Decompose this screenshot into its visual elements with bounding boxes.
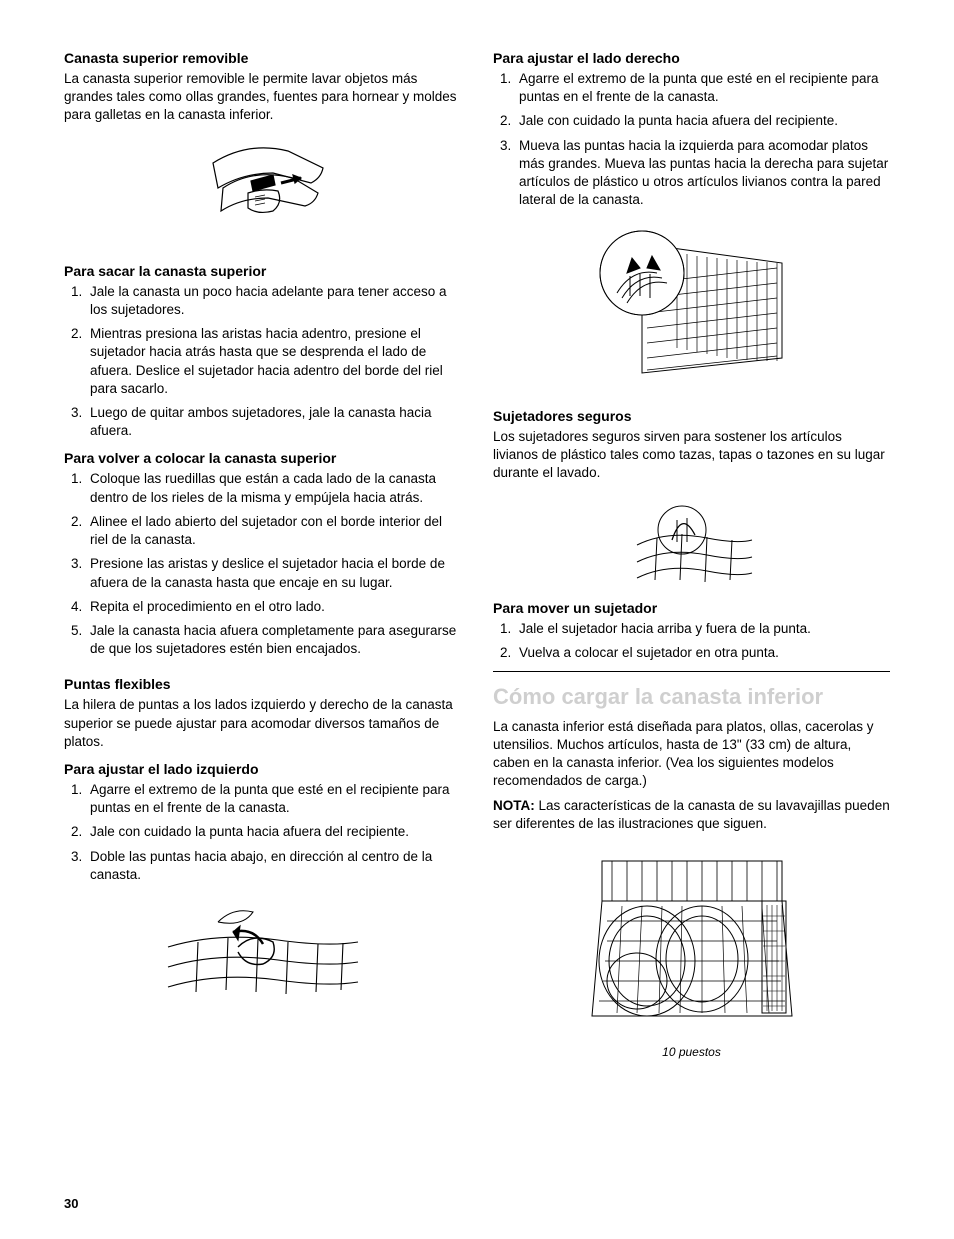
list-izquierdo: Agarre el extremo de la punta que esté e… bbox=[64, 781, 461, 884]
list-item: Doble las puntas hacia abajo, en direcci… bbox=[86, 848, 461, 884]
heading-izquierdo: Para ajustar el lado izquierdo bbox=[64, 761, 461, 777]
list-item: Luego de quitar ambos sujetadores, jale … bbox=[86, 404, 461, 440]
figure-rack-detail bbox=[493, 218, 890, 398]
list-item: Mientras presiona las aristas hacia aden… bbox=[86, 325, 461, 398]
list-sacar: Jale la canasta un poco hacia adelante p… bbox=[64, 283, 461, 441]
figure-clip bbox=[493, 490, 890, 590]
heading-volver: Para volver a colocar la canasta superio… bbox=[64, 450, 461, 466]
heading-mover: Para mover un sujetador bbox=[493, 600, 890, 616]
list-item: Alinee el lado abierto del sujetador con… bbox=[86, 513, 461, 549]
list-mover: Jale el sujetador hacia arriba y fuera d… bbox=[493, 620, 890, 662]
right-column: Para ajustar el lado derecho Agarre el e… bbox=[493, 50, 890, 1069]
list-item: Jale la canasta un poco hacia adelante p… bbox=[86, 283, 461, 319]
para-flexibles: La hilera de puntas a los lados izquierd… bbox=[64, 696, 461, 751]
para-inferior: La canasta inferior está diseñada para p… bbox=[493, 718, 890, 791]
section-title-inferior: Cómo cargar la canasta inferior bbox=[493, 684, 890, 710]
page-number: 30 bbox=[64, 1196, 78, 1211]
figure-tines-left bbox=[64, 892, 461, 1022]
heading-removible: Canasta superior removible bbox=[64, 50, 461, 66]
nota: NOTA: Las características de la canasta … bbox=[493, 797, 890, 833]
heading-derecho: Para ajustar el lado derecho bbox=[493, 50, 890, 66]
list-item: Agarre el extremo de la punta que esté e… bbox=[86, 781, 461, 817]
section-divider bbox=[493, 671, 890, 672]
para-seguros: Los sujetadores seguros sirven para sost… bbox=[493, 428, 890, 483]
para-removible: La canasta superior removible le permite… bbox=[64, 70, 461, 125]
nota-label: NOTA: bbox=[493, 798, 535, 813]
list-item: Mueva las puntas hacia la izquierda para… bbox=[515, 137, 890, 210]
figure-caption: 10 puestos bbox=[662, 1045, 721, 1059]
list-item: Repita el procedimiento en el otro lado. bbox=[86, 598, 461, 616]
page-content: Canasta superior removible La canasta su… bbox=[0, 0, 954, 1069]
list-item: Jale con cuidado la punta hacia afuera d… bbox=[86, 823, 461, 841]
nota-text: Las características de la canasta de su … bbox=[493, 798, 890, 831]
list-volver: Coloque las ruedillas que están a cada l… bbox=[64, 470, 461, 658]
heading-sacar: Para sacar la canasta superior bbox=[64, 263, 461, 279]
heading-flexibles: Puntas flexibles bbox=[64, 676, 461, 692]
list-item: Agarre el extremo de la punta que esté e… bbox=[515, 70, 890, 106]
list-item: Jale el sujetador hacia arriba y fuera d… bbox=[515, 620, 890, 638]
heading-seguros: Sujetadores seguros bbox=[493, 408, 890, 424]
list-item: Vuelva a colocar el sujetador en otra pu… bbox=[515, 644, 890, 662]
list-item: Jale con cuidado la punta hacia afuera d… bbox=[515, 112, 890, 130]
left-column: Canasta superior removible La canasta su… bbox=[64, 50, 461, 1069]
list-item: Jale la canasta hacia afuera completamen… bbox=[86, 622, 461, 658]
list-derecho: Agarre el extremo de la punta que esté e… bbox=[493, 70, 890, 210]
list-item: Coloque las ruedillas que están a cada l… bbox=[86, 470, 461, 506]
figure-lower-rack: 10 puestos bbox=[493, 841, 890, 1059]
list-item: Presione las aristas y deslice el sujeta… bbox=[86, 555, 461, 591]
figure-rail-clip bbox=[64, 133, 461, 253]
